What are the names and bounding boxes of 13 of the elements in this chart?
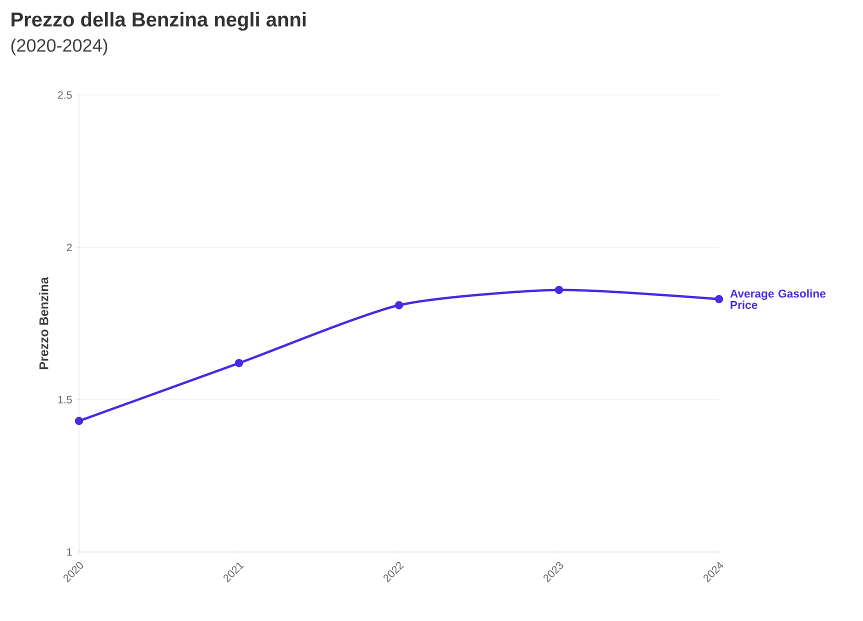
chart-subtitle: (2020-2024) (11, 38, 108, 56)
y-tick-label: 1 (67, 548, 72, 556)
point (714, 294, 724, 304)
point (394, 301, 404, 310)
series-label: Average Gasoline Price (730, 289, 826, 309)
y-axis-title: Prezzo Benzina (39, 276, 48, 370)
point (554, 286, 564, 294)
y-tick-label: 2.5 (58, 91, 72, 99)
y-tick-label: 1.5 (58, 396, 72, 404)
chart-title: Prezzo della Benzina negli anni (12, 12, 306, 31)
y-tick-label: 2 (66, 244, 72, 252)
point (74, 416, 84, 426)
point (234, 358, 244, 368)
